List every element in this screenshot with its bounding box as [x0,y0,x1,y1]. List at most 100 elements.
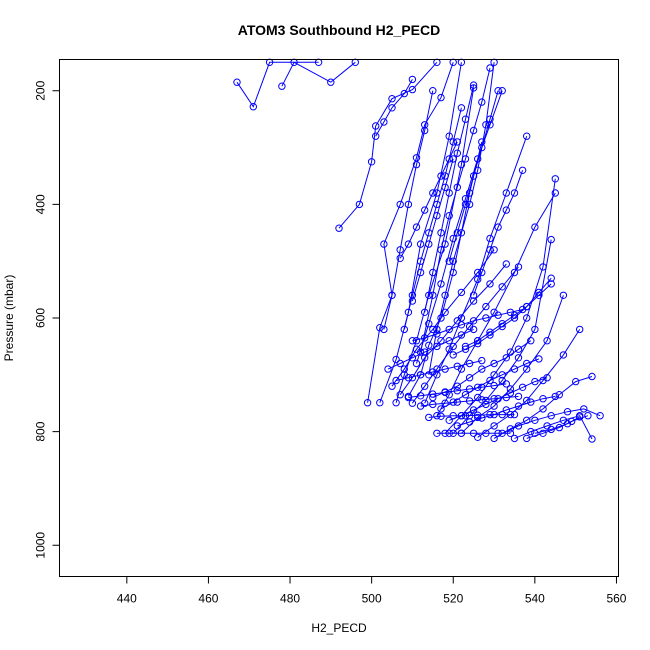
data-point [372,122,380,130]
data-point [445,189,453,197]
data-point [510,314,519,322]
data-point [465,200,474,209]
series-line [379,62,462,403]
data-point [514,263,523,271]
data-point [421,308,429,316]
data-point [465,397,474,405]
data-point [506,425,515,433]
data-point [490,434,498,443]
series-line [477,329,581,438]
series-line [501,408,601,434]
series-line [395,87,475,403]
data-point [461,412,470,420]
data-point [457,229,466,237]
plot-area [233,58,604,443]
series-line [403,107,462,330]
data-point [453,422,461,430]
series-11 [449,235,555,437]
data-point [555,391,563,399]
data-point [433,412,441,420]
data-point [531,325,539,334]
data-point [576,325,584,334]
data-point [384,365,392,373]
series-18 [531,413,584,437]
series-line [411,158,454,302]
data-point [445,429,453,437]
data-point [400,89,408,98]
series-line [428,414,515,418]
data-point [486,280,494,288]
data-point [421,354,429,362]
data-point [478,143,486,152]
data-point [396,359,404,368]
data-point [518,166,527,175]
series-line [473,170,524,296]
data-point [584,412,592,420]
data-point [510,410,519,419]
data-point [441,291,449,299]
data-point [408,337,417,345]
data-point [474,393,482,402]
data-point [469,317,478,325]
data-point [486,376,494,385]
data-point [449,257,457,265]
data-point [498,371,506,379]
x-tick-label: 460 [198,592,218,606]
data-point [437,412,445,420]
data-point [412,223,421,231]
data-point [474,166,482,175]
series-33 [425,410,519,422]
data-point [437,314,445,322]
data-point [388,104,396,112]
series-line [440,358,540,410]
series-line [412,309,523,342]
series-24 [425,58,498,379]
data-point [502,354,510,362]
series-line [387,328,474,370]
data-point [474,433,482,441]
data-point [510,268,519,277]
series-1 [233,58,323,111]
data-point [376,324,384,332]
data-point [453,317,461,325]
data-point [482,121,490,129]
data-point [490,395,498,403]
data-point [502,206,510,214]
data-point [412,160,421,169]
data-point [421,334,429,342]
chart-title: ATOM3 Southbound H2_PECD [238,22,440,38]
series-line [367,62,454,403]
data-point [437,405,445,413]
data-point [527,398,535,406]
data-point [416,371,425,379]
data-point [453,387,461,395]
x-tick-label: 540 [525,592,545,606]
data-point [547,425,555,434]
data-point [482,314,490,322]
data-point [404,308,413,316]
data-point [518,383,527,391]
data-point [523,359,531,368]
data-point [486,234,494,243]
data-point [469,84,478,92]
data-point [490,359,498,368]
x-tick-label: 480 [280,592,300,606]
data-point [469,291,478,299]
data-point [457,331,466,339]
data-point [531,429,539,437]
series-41 [445,87,502,265]
series-line [448,90,499,262]
data-point [514,345,523,353]
data-point [551,189,559,197]
data-point [441,365,449,373]
data-point [465,359,474,368]
y-tick-label: 1000 [34,532,48,559]
data-point [523,434,531,443]
data-point [380,118,388,126]
data-point [437,172,445,180]
data-point [429,268,437,277]
data-point [441,388,449,397]
data-point [531,377,539,386]
data-point [494,311,502,319]
data-point [547,412,555,420]
